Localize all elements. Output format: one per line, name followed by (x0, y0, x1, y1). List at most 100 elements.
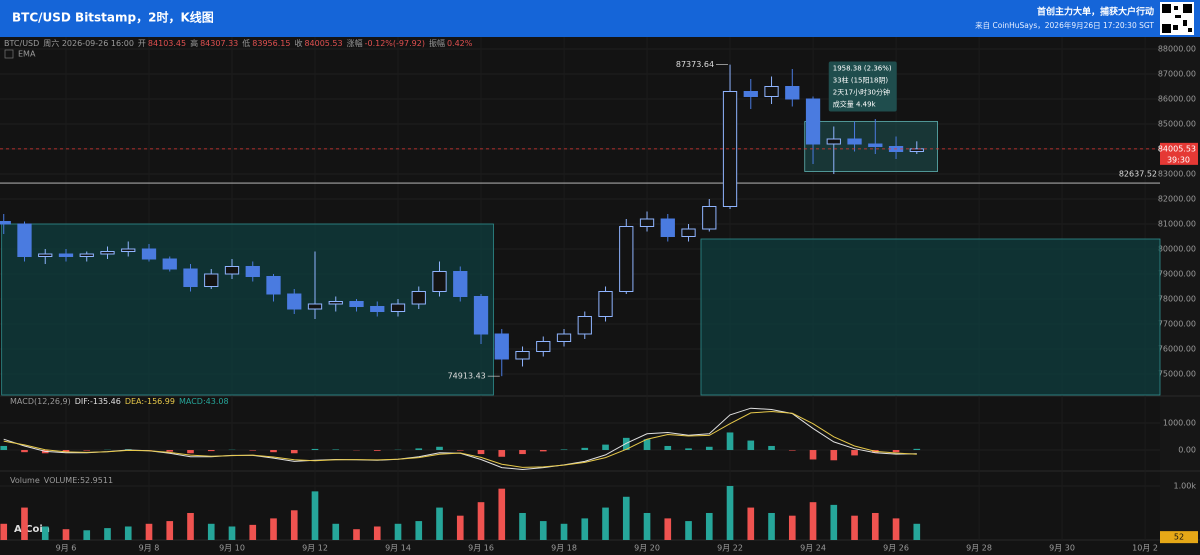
y-tick-label: 1000.00 (1163, 419, 1196, 428)
qr-code (1160, 2, 1194, 35)
info-key: 高 (190, 38, 198, 48)
volume-bar (871, 512, 879, 540)
macd-bar (290, 450, 298, 454)
x-tick-label: 9月 20 (634, 544, 660, 553)
zone (700, 238, 1161, 396)
info-key: 开 (138, 39, 146, 48)
info-time: 周六 2026-09-26 16:00 (43, 38, 134, 48)
candle-body (266, 276, 281, 295)
y-tick-label: 83000.00 (1158, 170, 1196, 179)
volume-bar (41, 526, 49, 540)
volume-bar (104, 528, 111, 540)
macd-bar (456, 450, 464, 451)
candle-body (307, 303, 323, 310)
header-slogan: 首创主力大单，捕获大户行动 (1037, 6, 1154, 18)
y-tick-label: 77000.00 (1158, 320, 1196, 329)
candle-body (162, 258, 177, 270)
info-value: 84103.45 (148, 39, 186, 48)
candle-body (681, 228, 696, 237)
volume-bar (539, 521, 547, 540)
x-tick-label: 9月 12 (302, 544, 328, 553)
price-axis-bg (1160, 37, 1200, 555)
volume-bar (581, 518, 589, 540)
macd-bar (768, 445, 775, 451)
volume-bar (249, 524, 257, 540)
macd-legend-item: DEA:-156.99 (125, 397, 175, 406)
info-key: 低 (242, 38, 250, 48)
volume-bar (602, 507, 609, 540)
volume-legend-item: VOLUME:52.9511 (44, 476, 113, 485)
macd-bar (187, 450, 194, 454)
volume-last-tag (1160, 531, 1198, 544)
info-key: 涨幅 (347, 38, 363, 48)
volume-bar (913, 523, 921, 540)
candle-body (909, 148, 924, 153)
candle-body (619, 226, 634, 292)
dea-line (3, 410, 917, 468)
candle-body (764, 86, 779, 97)
y-tick-label: 76000.00 (1158, 345, 1196, 354)
info-symbol: BTC/USD (4, 39, 39, 48)
volume-bar (21, 507, 28, 540)
candle-body (58, 253, 74, 257)
volume-bar (166, 521, 174, 540)
measure-line: 1958.38 (2.36%) (833, 65, 892, 73)
volume-bar (228, 526, 236, 540)
candle-body (743, 91, 758, 97)
info-value: 84307.33 (200, 39, 238, 48)
y-tick-label: 82000.00 (1158, 195, 1196, 204)
candle-body (598, 291, 613, 317)
candle-body (100, 251, 115, 255)
info-bar: BTC/USD 周六 2026-09-26 16:00 开 84103.45 高 8430… (4, 38, 473, 48)
volume-bar (124, 526, 132, 540)
macd-legend-item: DIF:-135.46 (75, 397, 121, 406)
macd-bar (270, 450, 277, 453)
info-value: 0.42% (447, 39, 473, 48)
y-tick-label: 78000.00 (1158, 295, 1196, 304)
volume-bar (353, 529, 360, 540)
volume-bar (187, 512, 194, 540)
volume-bar (83, 530, 91, 540)
x-tick-label: 9月 16 (468, 544, 494, 553)
candle-body (370, 306, 385, 312)
candle-body (204, 273, 219, 287)
macd-bar (622, 437, 630, 451)
candle-body (494, 333, 509, 360)
candle-body (536, 341, 551, 352)
y-tick-label: 87000.00 (1158, 70, 1196, 79)
candle-body (141, 248, 157, 260)
measure-tooltip (828, 61, 897, 112)
macd-bar (581, 447, 589, 451)
x-tick-label: 9月 18 (551, 544, 577, 553)
macd-bar (602, 444, 609, 451)
volume-bar (498, 488, 506, 540)
y-tick-label: 88000.00 (1158, 45, 1196, 54)
volume-bar (747, 507, 755, 540)
macd-bar (643, 439, 651, 451)
volume-bar (311, 491, 319, 540)
macd-bar (519, 450, 526, 455)
y-tick-label: 75000.00 (1158, 370, 1196, 379)
x-tick-label: 9月 26 (883, 544, 909, 553)
measure-line: 成交量 4.49k (833, 100, 877, 109)
volume-bar (705, 512, 713, 540)
macd-legend-item: MACD:43.08 (179, 397, 229, 406)
x-tick-label: 9月 24 (800, 544, 826, 553)
volume-bar (270, 518, 277, 540)
macd-bar (851, 450, 858, 456)
candle-body (473, 296, 489, 335)
macd-bar (747, 440, 755, 451)
candle-body (245, 266, 260, 277)
volume-bar (560, 523, 568, 540)
info-value: 83956.15 (252, 39, 290, 48)
logo: AiCoin (14, 524, 50, 535)
macd-bar (166, 450, 174, 452)
candle-body (287, 293, 302, 310)
x-tick-label: 9月 8 (139, 544, 160, 553)
volume-bar (622, 496, 630, 540)
y-tick-label: 81000.00 (1158, 220, 1196, 229)
volume-bar (726, 485, 734, 540)
volume-bar (456, 515, 464, 540)
macd-bar (685, 448, 692, 451)
info-value: -0.12%(-97.92) (365, 39, 425, 48)
